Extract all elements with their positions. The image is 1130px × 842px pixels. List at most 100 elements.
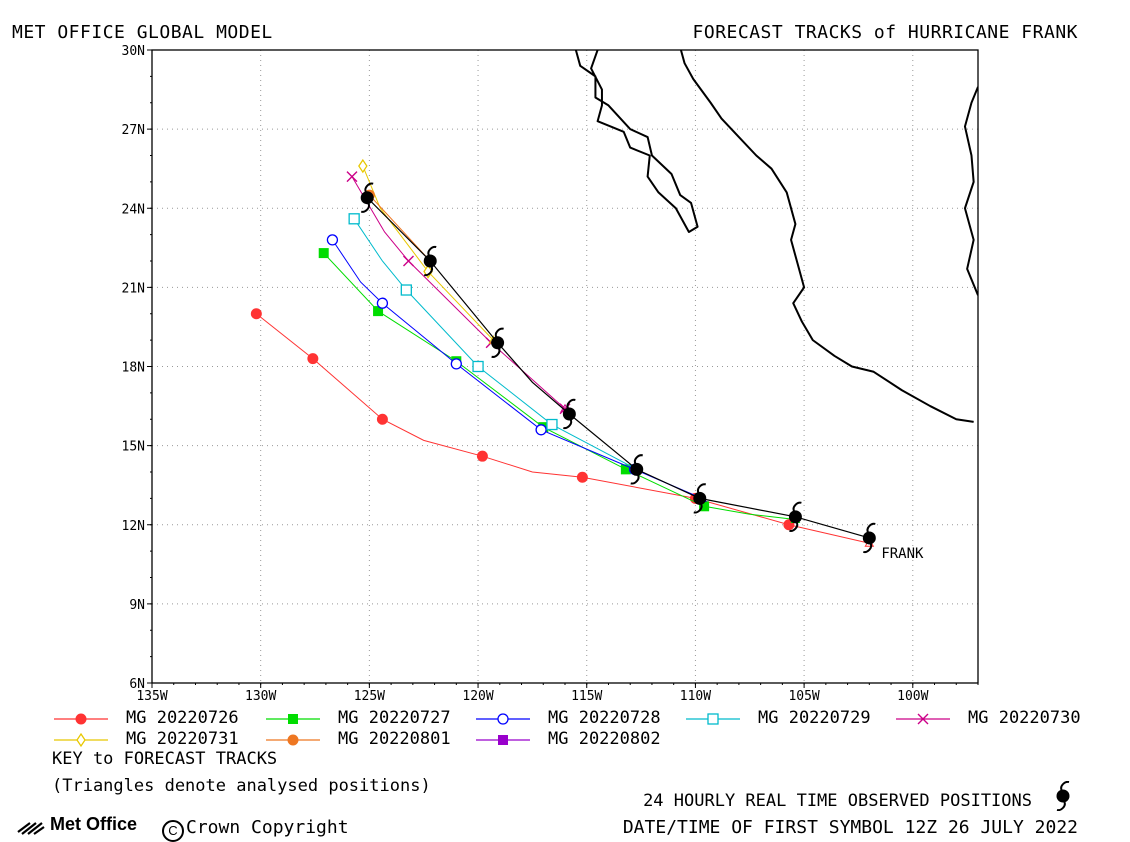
title-right: FORECAST TRACKS of HURRICANE FRANK bbox=[692, 22, 1078, 43]
met-office-logo-text: Met Office bbox=[50, 814, 138, 834]
grid: 135W 130W 125W 120W 115W 110W 105W 100W 6N 9N 12N 1… bbox=[122, 44, 979, 704]
legend-marker bbox=[75, 713, 87, 725]
legend-marker bbox=[76, 732, 86, 748]
y-tick-label: 6N bbox=[129, 677, 145, 692]
legend-swatch bbox=[266, 714, 320, 724]
observed-position-icon bbox=[788, 501, 802, 532]
track-point bbox=[346, 171, 358, 183]
x-tick-label: 110W bbox=[680, 689, 711, 704]
legend-label: MG 20220802 bbox=[548, 729, 661, 749]
legend-label: MG 20220726 bbox=[126, 708, 239, 728]
y-tick-label: 18N bbox=[122, 361, 145, 376]
key-title: KEY to FORECAST TRACKS bbox=[52, 749, 278, 769]
coastline bbox=[574, 50, 699, 233]
legend-swatch bbox=[54, 732, 108, 748]
coastline bbox=[963, 86, 978, 296]
coastline bbox=[679, 50, 974, 423]
legend-marker bbox=[917, 713, 929, 725]
copyright: C Crown Copyright bbox=[162, 817, 349, 842]
coastlines bbox=[574, 50, 978, 423]
track-point bbox=[472, 360, 484, 373]
track-point bbox=[535, 424, 547, 436]
track-point bbox=[546, 418, 558, 431]
track-point bbox=[318, 248, 329, 259]
storm-label: FRANK bbox=[881, 546, 924, 562]
y-tick-label: 12N bbox=[122, 519, 145, 534]
copyright-symbol-icon: C bbox=[162, 820, 184, 842]
track-point bbox=[358, 158, 368, 174]
observed-position-icon bbox=[360, 182, 374, 213]
legend-marker bbox=[707, 713, 719, 725]
x-tick-label: 100W bbox=[897, 689, 928, 704]
observed-position-icon bbox=[423, 245, 437, 277]
track-line bbox=[353, 218, 637, 470]
copyright-text: Crown Copyright bbox=[186, 817, 349, 838]
y-tick-label: 30N bbox=[122, 44, 145, 59]
y-tick-label: 27N bbox=[122, 123, 145, 138]
legend-label: MG 20220731 bbox=[126, 729, 239, 749]
legend-label: MG 20220730 bbox=[968, 708, 1081, 728]
hurricane-symbol-icon bbox=[1056, 781, 1070, 811]
track-point bbox=[307, 353, 319, 365]
track-point bbox=[326, 234, 339, 246]
legend-marker bbox=[287, 734, 299, 746]
met-office-logo-icon bbox=[17, 822, 45, 835]
x-tick-label: 105W bbox=[788, 689, 819, 704]
legend-swatch bbox=[54, 713, 108, 725]
y-tick-label: 21N bbox=[122, 281, 145, 296]
track-point bbox=[376, 297, 389, 309]
forecast-track-mg-20220727 bbox=[318, 248, 801, 523]
track-point bbox=[450, 358, 462, 370]
observed-position-icon bbox=[562, 398, 576, 430]
track-point bbox=[403, 255, 414, 267]
observed-track bbox=[360, 182, 876, 554]
x-tick-label: 115W bbox=[571, 689, 602, 704]
track-point bbox=[376, 413, 388, 425]
observed-symbol bbox=[1056, 781, 1070, 811]
legend-label: MG 20220729 bbox=[758, 708, 871, 728]
observed-position-icon bbox=[862, 522, 876, 554]
track-line bbox=[332, 239, 703, 499]
legend-swatch bbox=[266, 734, 320, 746]
track-point bbox=[400, 284, 412, 296]
legend-swatch bbox=[476, 735, 530, 745]
title-left: MET OFFICE GLOBAL MODEL bbox=[12, 22, 273, 43]
forecast-track-mg-20220801 bbox=[363, 189, 436, 265]
legend-marker bbox=[498, 735, 508, 745]
track-point bbox=[476, 450, 488, 462]
observed-positions-label: 24 HOURLY REAL TIME OBSERVED POSITIONS bbox=[643, 791, 1032, 811]
x-tick-label: 130W bbox=[245, 689, 276, 704]
track-point bbox=[620, 464, 631, 475]
x-tick-label: 135W bbox=[136, 689, 167, 704]
y-tick-label: 9N bbox=[129, 598, 145, 613]
observed-position-icon bbox=[491, 327, 505, 358]
x-tick-label: 125W bbox=[354, 689, 385, 704]
legend-swatch bbox=[686, 713, 740, 725]
track-line bbox=[362, 165, 494, 341]
legend-label: MG 20220727 bbox=[338, 708, 451, 728]
track-line bbox=[323, 252, 796, 520]
track-point bbox=[576, 471, 588, 483]
track-line bbox=[256, 313, 870, 544]
legend-swatch bbox=[476, 713, 530, 725]
y-tick-label: 24N bbox=[122, 202, 145, 217]
plot-frame bbox=[151, 49, 979, 684]
forecast-track-mg-20220726 bbox=[250, 308, 875, 547]
forecast-track-mg-20220728 bbox=[326, 234, 707, 502]
track-point bbox=[250, 308, 262, 320]
datetime-label: DATE/TIME OF FIRST SYMBOL 12Z 26 JULY 20… bbox=[622, 817, 1078, 838]
track-point bbox=[699, 501, 710, 512]
x-tick-label: 120W bbox=[462, 689, 493, 704]
legend-label: MG 20220728 bbox=[548, 708, 661, 728]
legend-marker bbox=[497, 713, 509, 725]
y-tick-label: 15N bbox=[122, 440, 145, 455]
observed-position-icon bbox=[693, 483, 707, 514]
key-note: (Triangles denote analysed positions) bbox=[52, 776, 431, 796]
legend-marker bbox=[288, 714, 298, 724]
legend-swatch bbox=[896, 713, 950, 725]
observed-position-icon bbox=[630, 454, 644, 485]
legend-label: MG 20220801 bbox=[338, 729, 451, 749]
track-point bbox=[373, 306, 384, 317]
met-office-logo: Met Office bbox=[16, 814, 161, 838]
